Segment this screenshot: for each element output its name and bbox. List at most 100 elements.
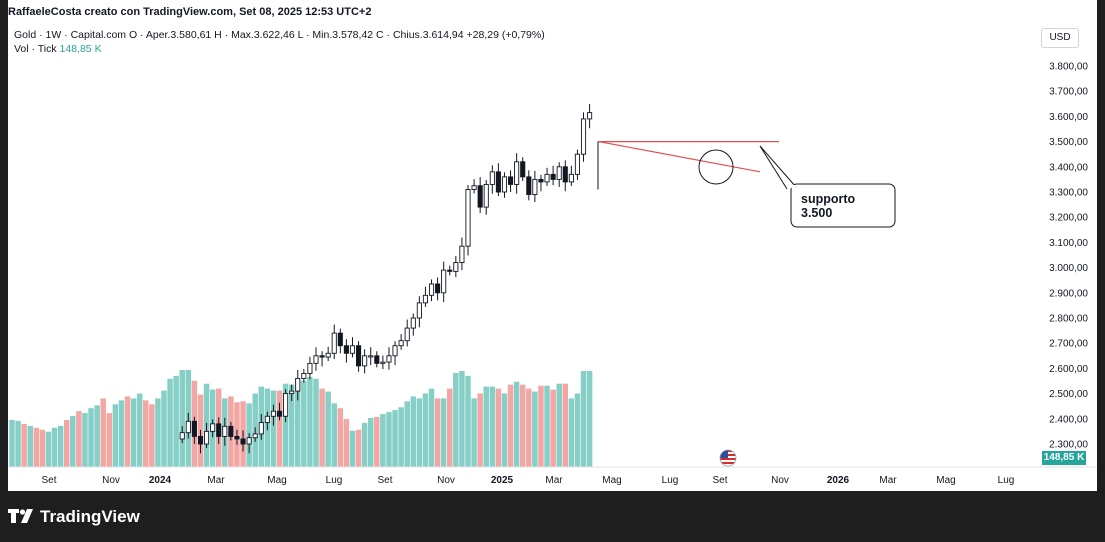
candle-body — [270, 410, 276, 417]
volume-bar — [136, 393, 143, 467]
volume-bar — [532, 391, 538, 467]
candle-body — [410, 317, 416, 329]
candle-body — [240, 438, 246, 445]
candle-body — [258, 422, 264, 435]
candle-body — [453, 262, 459, 272]
y-tick-label: 2.700,00 — [1049, 339, 1088, 350]
candle-body — [234, 435, 240, 440]
volume-bar — [57, 425, 64, 467]
us-flag-icon[interactable] — [719, 449, 737, 467]
currency-button[interactable]: USD — [1041, 28, 1079, 48]
candle-body — [222, 425, 228, 437]
x-tick-label: Lug — [998, 475, 1015, 486]
candle-body — [283, 393, 289, 417]
volume-bar — [465, 375, 471, 467]
candle-body — [216, 423, 222, 437]
candle-body — [398, 340, 404, 347]
x-tick-label: Nov — [771, 475, 789, 486]
candle-body — [459, 245, 465, 264]
candle-body — [343, 345, 349, 354]
y-tick-label: 2.300,00 — [1049, 440, 1088, 451]
volume-bar — [562, 383, 569, 467]
callout-pointer — [759, 145, 797, 190]
x-tick-label: Nov — [102, 475, 120, 486]
volume-bar — [586, 370, 593, 467]
candle-body — [574, 153, 580, 175]
y-tick-label: 2.600,00 — [1049, 364, 1088, 375]
candle-body — [307, 362, 313, 374]
candle-body — [501, 176, 508, 193]
volume-bar — [489, 386, 496, 467]
volume-bar — [130, 398, 137, 467]
volume-bar — [21, 423, 27, 467]
volume-bar — [337, 408, 344, 467]
x-tick-label: 2024 — [149, 475, 172, 486]
candle-body — [228, 425, 234, 437]
volume-bar — [143, 400, 149, 467]
candle-body — [246, 437, 252, 445]
x-tick-label: Set — [41, 475, 56, 486]
x-tick-label: Mag — [936, 475, 955, 486]
candle-body — [368, 355, 374, 358]
volume-bar — [447, 388, 453, 467]
y-tick-label: 3.600,00 — [1049, 112, 1088, 123]
volume-bar — [100, 398, 106, 467]
volume-bar — [45, 431, 52, 467]
tradingview-logo[interactable]: TradingView — [8, 506, 140, 528]
volume-bar — [459, 370, 465, 467]
callout-text-line1: supporto — [801, 192, 856, 206]
volume-bar — [82, 413, 88, 467]
y-tick-label: 2.500,00 — [1049, 389, 1088, 400]
candle-body — [276, 410, 283, 417]
volume-bar — [434, 398, 441, 467]
volume-bar — [550, 389, 556, 467]
volume-bar — [295, 378, 301, 467]
candle-body — [538, 178, 544, 183]
candle-body — [477, 185, 483, 208]
volume-bar — [501, 393, 508, 467]
candle-body — [197, 435, 204, 445]
volume-bar — [556, 383, 562, 467]
candle-body — [301, 372, 307, 379]
candle-body — [532, 178, 538, 195]
volume-bar — [428, 388, 435, 467]
x-tick-label: Mag — [267, 475, 286, 486]
trendline — [598, 141, 761, 173]
y-tick-label: 3.700,00 — [1049, 87, 1088, 98]
candle-body — [520, 161, 526, 178]
volume-bar — [416, 398, 423, 467]
volume-bar — [325, 391, 331, 467]
x-tick-label: Mar — [207, 475, 225, 486]
volume-label: Vol · Tick — [14, 43, 57, 55]
volume-bar — [173, 375, 179, 467]
volume-bar — [88, 408, 94, 467]
volume-bar — [495, 388, 502, 467]
candle-body — [356, 345, 362, 367]
volume-bar — [568, 398, 575, 467]
volume-bar — [398, 407, 404, 467]
volume-bar — [507, 384, 514, 467]
volume-bar — [519, 384, 526, 467]
candle-body — [568, 173, 574, 183]
x-tick-label: Lug — [662, 475, 679, 486]
candle-body — [416, 302, 422, 319]
volume-bar — [9, 419, 15, 467]
x-tick-label: Mar — [879, 475, 897, 486]
candle-body — [313, 355, 319, 364]
candle-body — [179, 432, 185, 440]
candle-body — [404, 327, 410, 342]
x-tick-label: 2026 — [827, 475, 850, 486]
volume-bar — [301, 380, 307, 467]
y-tick-label: 3.100,00 — [1049, 238, 1088, 249]
volume-bar — [440, 398, 447, 467]
candle-body — [435, 283, 441, 294]
x-tick-label: Set — [377, 475, 392, 486]
candle-body — [483, 183, 489, 208]
y-tick-label: 3.000,00 — [1049, 263, 1088, 274]
candle-body — [374, 355, 380, 364]
volume-bar — [70, 416, 76, 467]
x-tick-label: 2025 — [491, 475, 514, 486]
volume-bar — [410, 396, 417, 467]
